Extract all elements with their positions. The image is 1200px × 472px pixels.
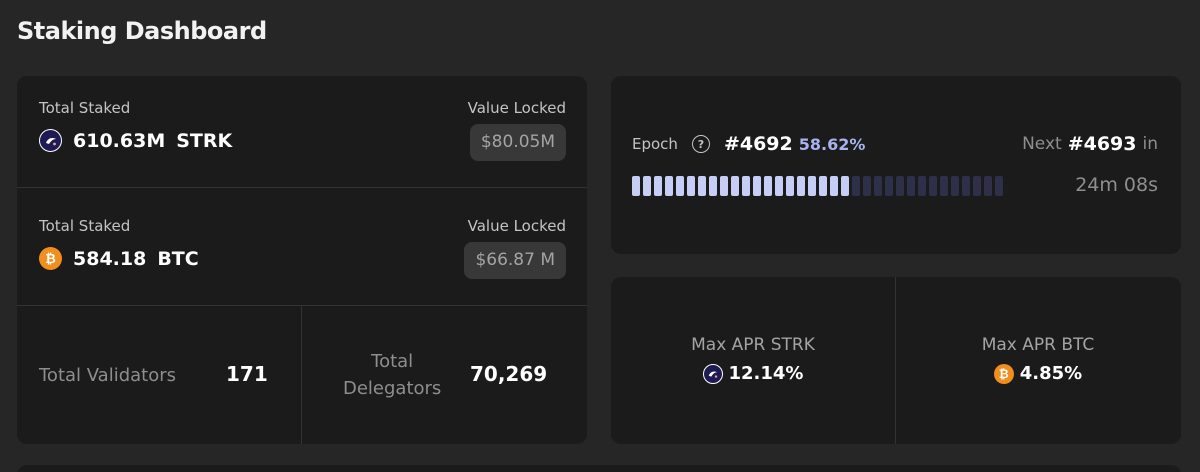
progress-segment <box>720 176 728 196</box>
max-apr-btc-label: Max APR BTC <box>981 335 1095 355</box>
total-delegators-value: 70,269 <box>470 362 548 386</box>
current-epoch: #4692 <box>723 133 793 155</box>
progress-segment <box>874 176 882 196</box>
progress-segment <box>830 176 838 196</box>
progress-segment <box>775 176 783 196</box>
progress-segment <box>907 176 915 196</box>
epoch-info: Epoch ? #4692 58.62% <box>632 133 865 155</box>
progress-segment <box>654 176 662 196</box>
total-validators-value: 171 <box>226 362 268 386</box>
progress-segment <box>984 176 992 196</box>
strk-total-staked-label: Total Staked <box>39 99 131 117</box>
btc-amount: 584.18 <box>73 247 147 270</box>
progress-segment <box>742 176 750 196</box>
progress-segment <box>753 176 761 196</box>
total-validators-label: Total Validators <box>39 365 177 386</box>
progress-segment <box>995 176 1003 196</box>
next-epoch-suffix: in <box>1142 134 1159 154</box>
total-delegators-label-line1: Total <box>371 351 414 372</box>
progress-segment <box>632 176 640 196</box>
epoch-card: Epoch ? #4692 58.62% Next #4693 in 24m 0… <box>611 76 1181 254</box>
progress-segment <box>709 176 717 196</box>
strk-icon <box>702 363 723 384</box>
progress-segment <box>676 176 684 196</box>
strk-unit: STRK <box>176 129 233 152</box>
strk-amount: 610.63M <box>73 129 166 152</box>
strk-value-locked-label: Value Locked <box>467 99 566 117</box>
progress-segment <box>687 176 695 196</box>
progress-segment <box>698 176 706 196</box>
progress-segment <box>863 176 871 196</box>
btc-total-staked: ₿ 584.18 BTC <box>39 247 199 270</box>
total-delegators-label: Total Delegators <box>343 348 441 402</box>
progress-segment <box>764 176 772 196</box>
strk-value-locked: $80.05M <box>469 124 566 161</box>
max-apr-strk-label: Max APR STRK <box>691 335 815 355</box>
strk-staked-row: Total Staked 610.63M STRK Value Locked $… <box>17 76 587 188</box>
btc-total-staked-label: Total Staked <box>39 217 131 235</box>
max-apr-strk: Max APR STRK 12.14% <box>611 335 895 384</box>
progress-segment <box>929 176 937 196</box>
epoch-countdown: 24m 08s <box>1075 174 1158 196</box>
progress-segment <box>896 176 904 196</box>
max-apr-strk-value-row: 12.14% <box>702 363 804 384</box>
progress-segment <box>940 176 948 196</box>
apr-divider <box>895 277 896 444</box>
progress-segment <box>786 176 794 196</box>
stats-divider <box>301 306 302 444</box>
progress-segment <box>665 176 673 196</box>
progress-segment <box>918 176 926 196</box>
btc-value-locked-label: Value Locked <box>467 217 566 235</box>
progress-segment <box>797 176 805 196</box>
btc-value-locked: $66.87 M <box>464 242 566 279</box>
next-section-card <box>17 465 1181 472</box>
max-apr-strk-value: 12.14% <box>728 363 804 384</box>
progress-segment <box>973 176 981 196</box>
next-epoch: Next #4693 in <box>1022 133 1158 155</box>
max-apr-btc: Max APR BTC ₿ 4.85% <box>896 335 1180 384</box>
btc-icon: ₿ <box>39 247 62 270</box>
progress-segment <box>731 176 739 196</box>
progress-segment <box>885 176 893 196</box>
next-epoch-number: #4693 <box>1067 133 1137 155</box>
page-title: Staking Dashboard <box>17 17 267 45</box>
max-apr-btc-value-row: ₿ 4.85% <box>993 363 1083 384</box>
strk-total-staked: 610.63M STRK <box>39 129 232 152</box>
progress-segment <box>962 176 970 196</box>
epoch-label: Epoch <box>632 135 678 153</box>
progress-segment <box>808 176 816 196</box>
help-icon[interactable]: ? <box>691 135 710 153</box>
epoch-progress-percent: 58.62% <box>798 134 866 154</box>
max-apr-btc-value: 4.85% <box>1019 363 1083 384</box>
btc-staked-row: Total Staked ₿ 584.18 BTC Value Locked $… <box>17 188 587 306</box>
progress-segment <box>841 176 849 196</box>
btc-icon: ₿ <box>993 363 1014 384</box>
progress-segment <box>951 176 959 196</box>
progress-segment <box>852 176 860 196</box>
progress-segment <box>819 176 827 196</box>
progress-segment <box>643 176 651 196</box>
btc-unit: BTC <box>157 247 199 270</box>
apr-card: Max APR STRK 12.14% Max APR BTC ₿ 4.85% <box>611 277 1181 444</box>
epoch-progress-bar <box>632 176 1006 196</box>
staking-summary-card: Total Staked 610.63M STRK Value Locked $… <box>17 76 587 444</box>
total-delegators-label-line2: Delegators <box>343 378 442 399</box>
next-epoch-prefix: Next <box>1022 134 1062 154</box>
strk-icon <box>39 129 62 152</box>
